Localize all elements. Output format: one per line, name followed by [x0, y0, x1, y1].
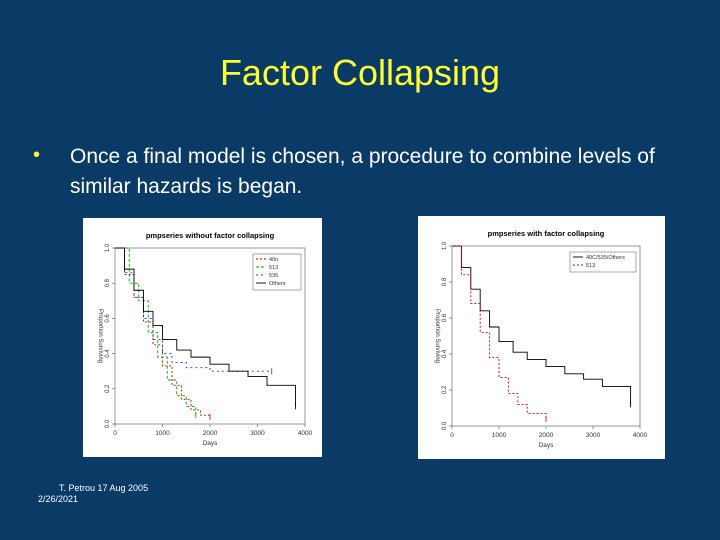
legend-box	[569, 251, 637, 273]
series-line	[452, 245, 547, 419]
bullet-marker: •	[33, 144, 41, 166]
footer-author: T. Petrou 17 Aug 2005	[59, 483, 149, 493]
x-tick-label: 3000	[586, 432, 601, 439]
y-tick-label: 0.2	[442, 385, 448, 394]
series-line	[115, 247, 296, 407]
x-tick-label: 3000	[250, 430, 265, 437]
y-tick-label: 0.2	[105, 384, 111, 393]
y-tick-label: 0.4	[442, 349, 448, 358]
footer-date: 2/26/2021	[38, 494, 79, 504]
legend-box	[252, 253, 302, 291]
series-line	[452, 245, 632, 405]
y-tick-label: 0.0	[442, 421, 448, 430]
legend-label: 40C/535/Others	[586, 255, 625, 261]
y-tick-label: 0.8	[105, 278, 111, 287]
chart-right-panel: pmpseries with factor collapsing 0 1000 200…	[418, 216, 665, 459]
chart-title: pmpseries with factor collapsing	[488, 229, 605, 238]
y-tick-label: 0.8	[442, 277, 448, 286]
x-tick-label: 1000	[155, 430, 170, 437]
x-axis-label: Days	[539, 442, 555, 449]
chart-right: pmpseries with factor collapsing 0 1000 200…	[434, 229, 648, 449]
series-line	[115, 247, 197, 416]
y-tick-label: 0.4	[105, 349, 111, 358]
x-tick-label: 1000	[492, 432, 507, 439]
plot-frame	[451, 245, 641, 427]
chart-left-panel: pmpseries without factor collapsing 0 1000…	[83, 218, 322, 457]
x-tick-label: 0	[113, 430, 117, 437]
y-tick-label: 1.0	[105, 243, 111, 252]
y-tick-label: 0.0	[105, 419, 111, 428]
legend-label: 535	[269, 273, 278, 279]
x-tick-label: 2000	[539, 432, 554, 439]
bullet-text: Once a final model is chosen, a procedur…	[70, 145, 655, 198]
legend-label: 40n	[269, 257, 278, 263]
legend-label: 513	[586, 263, 595, 269]
x-tick-label: 2000	[203, 430, 218, 437]
y-axis-label: Proportion Surviving	[97, 309, 103, 363]
slide-title: Factor Collapsing	[219, 52, 501, 93]
series-line	[115, 247, 272, 372]
y-tick-label: 0.6	[442, 313, 448, 322]
x-axis-label: Days	[203, 440, 219, 447]
x-tick-label: 4000	[633, 432, 648, 439]
x-tick-label: 4000	[298, 430, 313, 437]
chart-left: pmpseries without factor collapsing 0 1000…	[97, 231, 313, 447]
chart-title: pmpseries without factor collapsing	[146, 231, 275, 240]
y-axis-label: Proportion Surviving	[434, 309, 440, 363]
legend-label: Others	[269, 281, 286, 287]
legend-label: 513	[269, 265, 278, 271]
y-tick-label: 1.0	[442, 241, 448, 250]
y-tick-label: 0.6	[105, 314, 111, 323]
x-tick-label: 0	[450, 432, 454, 439]
